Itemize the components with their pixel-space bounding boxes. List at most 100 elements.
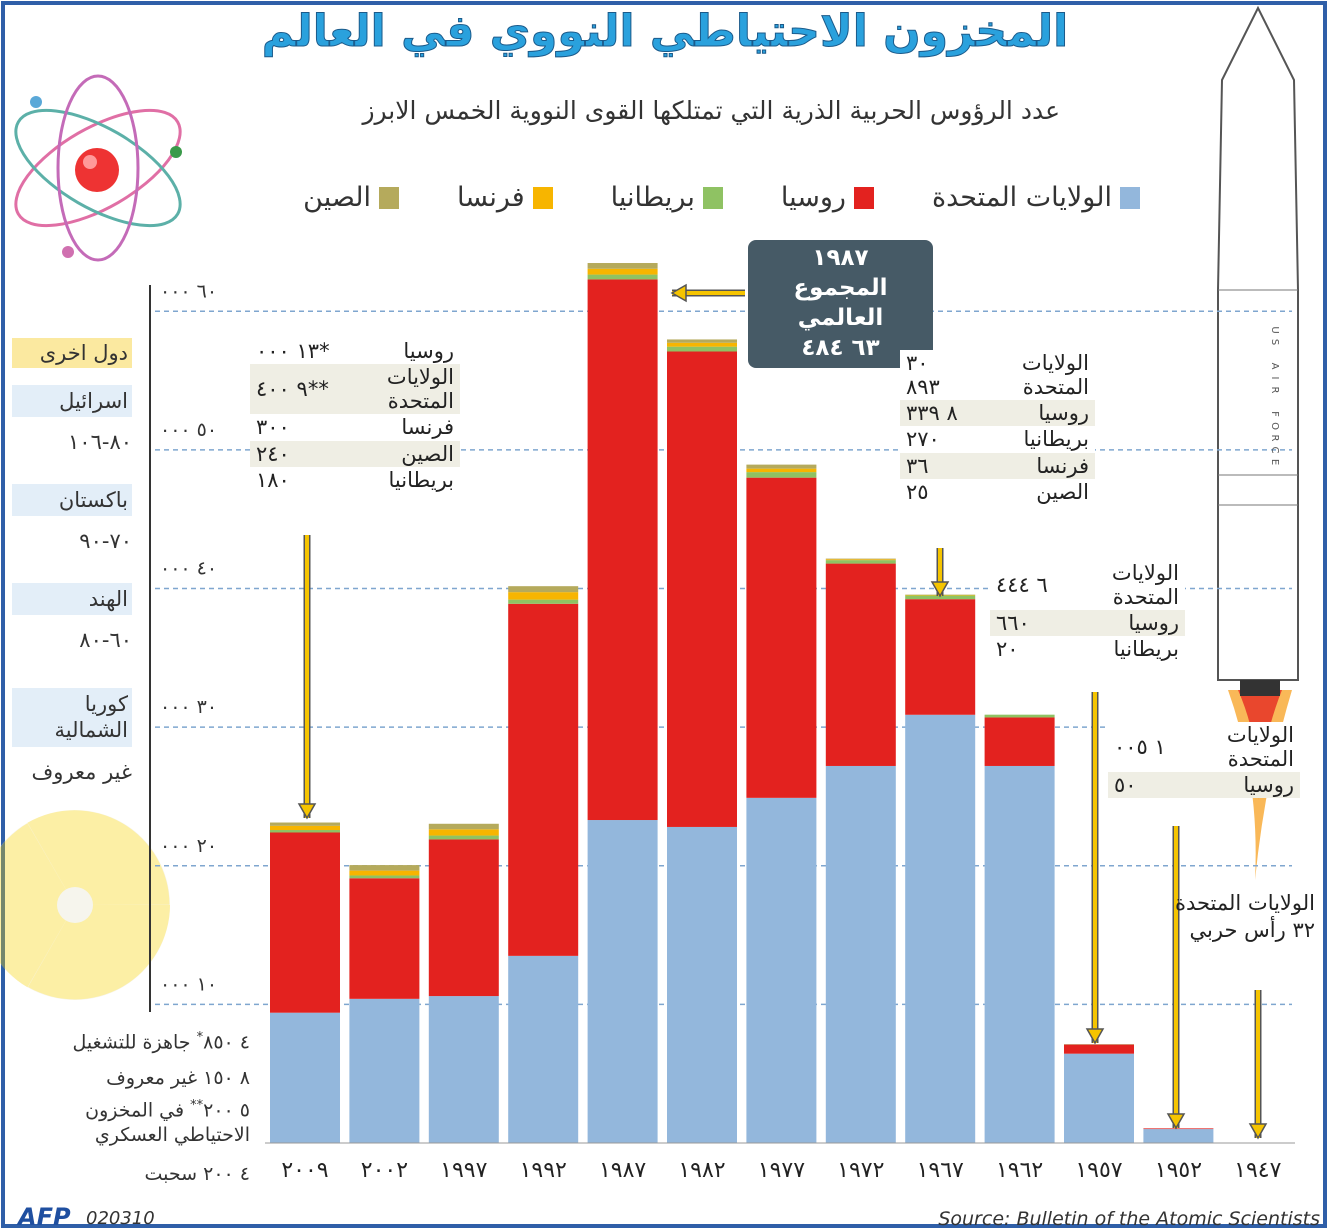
rocket-letter: R (1269, 435, 1280, 442)
rocket-text: US AIR FORCE (0, 0, 7, 1)
x-tick-label: ٢٠٠٢ (361, 1158, 408, 1183)
callout-value: ٨ ٣٣٩ (906, 401, 958, 425)
bar-segment (1143, 1128, 1213, 1129)
footnote-text: جاهزة للتشغيل (72, 1031, 190, 1053)
footnote-mark: ** (190, 1098, 203, 1113)
bar-segment (667, 827, 737, 1143)
bar-segment (826, 766, 896, 1143)
callout-value: ١٨٠ (256, 468, 290, 492)
bar-segment (270, 1013, 340, 1143)
y-tick-label: ٥٠ ٠٠٠ (160, 419, 217, 441)
title: المخزون الاحتياطي النووي في العالم (200, 6, 1130, 57)
callout-label: روسيا (1038, 401, 1089, 425)
legend-label: بريطانيا (611, 182, 695, 213)
legend-label: روسيا (781, 182, 846, 213)
callout-line: المجموع العالمي (754, 274, 927, 334)
callout-label: روسيا (1243, 773, 1294, 797)
footnote-value: ٤ ٨٥٠ (203, 1031, 250, 1053)
country-range: ٧٠-٩٠ (12, 529, 132, 553)
atom-icon (0, 76, 198, 260)
legend-label: الصين (303, 182, 371, 213)
callout-label: فرنسا (401, 415, 454, 439)
bar-segment (588, 275, 658, 280)
y-tick-label: ٦٠ ٠٠٠ (160, 280, 217, 302)
arrow-head (1250, 1124, 1266, 1138)
other-title: دول اخرى (12, 338, 132, 368)
y-tick-label: ١٠ ٠٠٠ (160, 973, 217, 995)
infographic: ١٠ ٠٠٠٢٠ ٠٠٠٣٠ ٠٠٠٤٠ ٠٠٠٥٠ ٠٠٠٦٠ ٠٠٠٢٠٠٩… (0, 0, 1328, 1229)
bar-segment (667, 339, 737, 342)
x-tick-label: ١٩٩٢ (520, 1158, 567, 1183)
callout-value: ١ ٠٠٥ (1114, 735, 1166, 759)
bar-segment (349, 875, 419, 878)
bar-segment (429, 824, 499, 830)
callout-body: ١٩٨٧المجموع العالمي٦٣ ٤٨٤ (748, 240, 933, 368)
x-tick-label: ١٩٨٢ (678, 1158, 725, 1183)
callout-row: الصين٢٤٠ (250, 441, 460, 467)
bar-segment (667, 352, 737, 827)
callout-label: الصين (1036, 480, 1089, 504)
legend-item: الولايات المتحدة (932, 182, 1140, 213)
bar-segment (508, 586, 578, 592)
footnote: *٤ ٨٥٠ جاهزة للتشغيل (10, 1030, 250, 1055)
footnote-number: ٤ ٢٠٠ (203, 1162, 250, 1187)
bar-segment (349, 871, 419, 876)
callout-label: الولايات المتحدة (969, 351, 1089, 399)
callout-row: فرنسا٣٦ (900, 453, 1095, 479)
callout-value: ٦٦٠ (996, 611, 1030, 635)
bar-segment (508, 600, 578, 604)
callout-row: بريطانيا ٢٧٠ (900, 426, 1095, 452)
legend-item: الصين (303, 182, 399, 213)
agency-logo: AFP (18, 1203, 71, 1229)
bar-segment (746, 465, 816, 469)
bar-segment (270, 826, 340, 830)
callout: الولايات المتحدة٣٢ رأس حربي (1150, 890, 1315, 945)
footnote-text: غير معروف (106, 1067, 197, 1089)
footnote-text: سحبت (144, 1163, 197, 1185)
legend-swatch (854, 187, 874, 209)
country-range: ٦٠-٨٠ (12, 628, 132, 652)
source: Source: Bulletin of the Atomic Scientist… (938, 1208, 1320, 1229)
rocket-letter: R (1269, 387, 1280, 394)
bar-segment (270, 833, 340, 1013)
bar-segment (746, 472, 816, 478)
callout-row: الولايات المتحدة٦ ٤٤٤ (990, 560, 1185, 610)
bar-segment (508, 604, 578, 956)
x-tick-label: ١٩٥٢ (1155, 1158, 1202, 1183)
x-tick-label: ٢٠٠٩ (281, 1158, 328, 1183)
callout-label: بريطانيا (1024, 427, 1089, 451)
bar-segment (905, 715, 975, 1143)
rocket-letter: O (1269, 422, 1280, 430)
bar-segment (746, 478, 816, 798)
bar-segment (1143, 1129, 1213, 1143)
y-tick-label: ٣٠ ٠٠٠ (160, 696, 217, 718)
callout-label: الولايات المتحدة (1174, 723, 1294, 771)
bar-segment (826, 560, 896, 563)
bar-segment (1064, 1045, 1134, 1054)
x-tick-label: ١٩٧٢ (837, 1158, 884, 1183)
bar-segment (588, 263, 658, 269)
callout-body: الولايات المتحدة٣٢ رأس حربي (1150, 890, 1315, 945)
footnote-value: ٤ ٢٠٠ (203, 1163, 250, 1185)
country-name: باكستان (12, 484, 132, 516)
bar-segment (667, 347, 737, 352)
callout-value: ٥٠ (1114, 773, 1137, 797)
legend-item: بريطانيا (611, 182, 723, 213)
arrow-head (1168, 1114, 1184, 1128)
callout: الولايات المتحدة ١ ٠٠٥ روسيا ٥٠ (1108, 722, 1300, 798)
country-range: غير معروف (12, 760, 132, 784)
bar-segment (826, 559, 896, 560)
callout-value: ٣٠ ٨٩٣ (906, 351, 969, 399)
callout-line: ١٩٨٧ (754, 244, 927, 274)
callout: روسيا١٣ ٠٠٠*الولايات المتحدة٩ ٤٠٠**فرنسا… (250, 338, 460, 493)
legend-label: الولايات المتحدة (932, 182, 1112, 213)
callout-line: ٣٢ رأس حربي (1150, 917, 1315, 944)
callout-row: روسيا ٥٠ (1108, 772, 1300, 798)
callout-label: بريطانيا (389, 468, 454, 492)
rocket-letter: U (1269, 326, 1280, 333)
x-tick-label: ١٩٧٧ (758, 1158, 805, 1183)
callout-value: ٢٧٠ (906, 427, 940, 451)
